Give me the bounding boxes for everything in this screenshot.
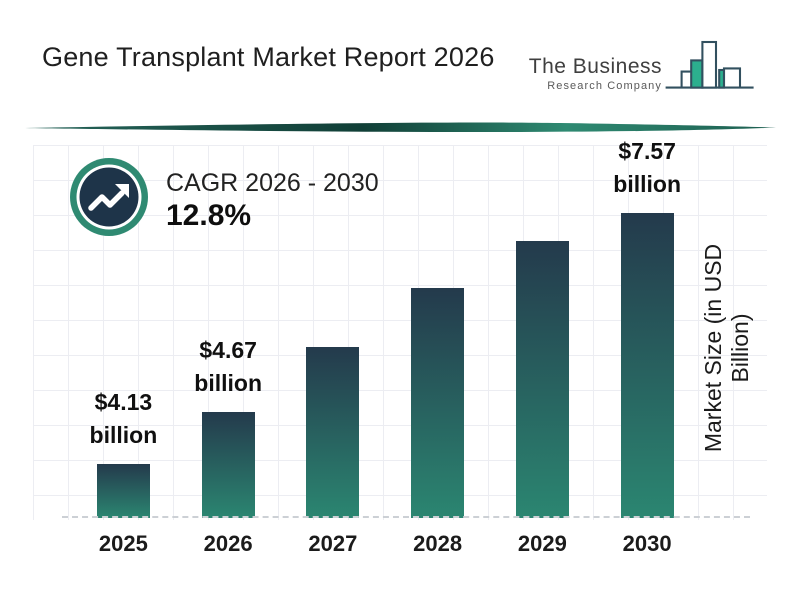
bar-2026 [201,412,255,518]
bar-value-label-2030: $7.57 billion [567,135,727,201]
bar-chart-logo-icon [665,40,754,89]
bar-value-label-2025: $4.13 billion [43,386,203,452]
bar-value-unit: billion [194,370,262,396]
page-title: Gene Transplant Market Report 2026 [42,42,495,72]
bar-value-amount: $7.57 [618,138,676,164]
trend-up-icon [70,158,148,236]
x-tick-2028: 2028 [413,531,463,556]
bar-2030 [620,213,674,518]
x-tick-2027: 2027 [308,531,358,556]
bar-value-amount: $4.13 [94,389,153,415]
company-logo-text: The Business Research Company [529,55,662,92]
x-tick-2025: 2025 [98,531,148,556]
logo-subname: Research Company [547,80,662,92]
logo-name: The Business [528,55,662,78]
divider-swoosh [25,122,776,133]
axis-baseline [62,516,750,518]
company-logo: The Business Research Company [529,26,756,106]
bar-2025 [96,464,150,518]
y-axis-label: Market Size (in USD Billion) [700,243,753,453]
x-tick-2026: 2026 [203,531,253,556]
bar-value-amount: $4.67 [199,337,257,363]
cagr-label: CAGR 2026 - 2030 [166,169,379,197]
bar-value-unit: billion [613,171,681,197]
x-tick-2029: 2029 [517,531,567,556]
bar-2028 [411,288,465,518]
bar-2029 [515,241,569,518]
cagr-value: 12.8% [166,199,252,232]
bar-value-label-2026: $4.67 billion [148,334,308,400]
bar-value-unit: billion [89,422,158,448]
bar-2027 [306,347,360,518]
x-tick-2030: 2030 [622,531,672,556]
